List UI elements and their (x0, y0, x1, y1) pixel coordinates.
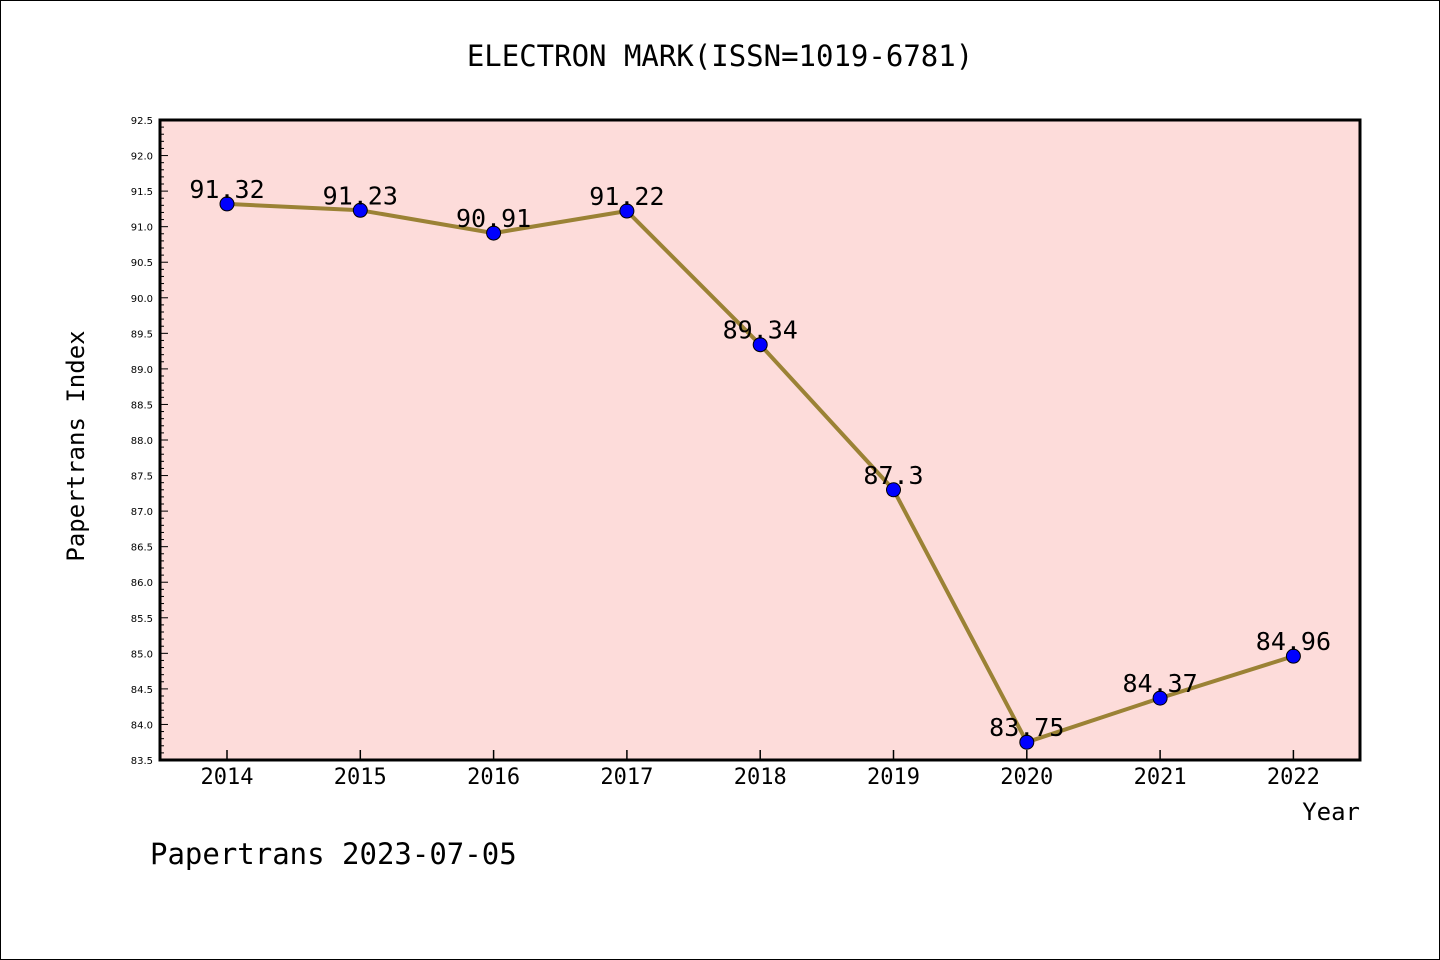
x-tick-label: 2014 (201, 765, 254, 790)
data-point (1019, 734, 1035, 750)
data-labels: 91.32 91.23 90.91 91.22 89.34 87.3 83.75 84.37 8… (189, 175, 1331, 742)
y-tick-label: 86.5 (131, 543, 153, 554)
y-tick-label: 83.5 (131, 756, 153, 767)
x-axis-label: Year (1302, 798, 1360, 826)
data-points (219, 196, 1301, 750)
y-tick-label: 92.5 (131, 116, 153, 127)
y-tick-label: 88.5 (131, 400, 153, 411)
data-label: 90.91 (456, 204, 531, 233)
y-tick-label: 91.0 (131, 223, 153, 234)
x-tick-label: 2021 (1134, 765, 1187, 790)
y-tick-label: 88.0 (131, 436, 153, 447)
x-tick-label: 2020 (1000, 765, 1053, 790)
y-tick-label: 89.5 (131, 329, 153, 340)
chart-title: ELECTRON MARK(ISSN=1019-6781) (467, 39, 973, 73)
y-axis-label: Papertrans Index (62, 330, 90, 561)
x-tick-label: 2018 (734, 765, 787, 790)
data-point (619, 203, 635, 219)
y-tick-label: 84.0 (131, 720, 153, 731)
x-axis-ticks: 2014 2015 2016 2017 2018 2019 2020 2021 2022 (201, 750, 1320, 790)
data-label: 84.96 (1256, 627, 1331, 656)
data-point (886, 482, 901, 498)
y-tick-label: 87.5 (131, 472, 153, 483)
data-label: 84.37 (1122, 669, 1197, 698)
x-tick-label: 2022 (1267, 765, 1320, 790)
data-label: 91.22 (589, 182, 664, 211)
x-tick-label: 2016 (467, 765, 520, 790)
y-tick-label: 84.5 (131, 685, 153, 696)
y-axis-ticks: 83.5 84.0 84.5 85.0 85.5 86.0 86.5 87.0 87.5 88.0… (131, 116, 168, 767)
y-tick-label: 91.5 (131, 187, 153, 198)
data-point (1152, 690, 1168, 706)
x-tick-label: 2019 (867, 765, 920, 790)
y-tick-label: 85.0 (131, 649, 153, 660)
y-tick-label: 92.0 (131, 152, 153, 163)
y-tick-label: 87.0 (131, 507, 153, 518)
data-point (752, 337, 768, 353)
plot-area (158, 118, 1362, 762)
data-point (1285, 648, 1301, 664)
data-point (486, 225, 502, 241)
footer-stamp: Papertrans 2023-07-05 (150, 837, 517, 871)
y-tick-label: 86.0 (131, 578, 153, 589)
data-label: 89.34 (723, 316, 798, 345)
x-tick-label: 2015 (334, 765, 387, 790)
x-tick-label: 2017 (600, 765, 653, 790)
data-label: 83.75 (989, 713, 1064, 742)
y-tick-label: 85.5 (131, 614, 153, 625)
y-tick-label: 89.0 (131, 365, 153, 376)
y-tick-label: 90.5 (131, 258, 153, 269)
y-tick-label: 90.0 (131, 294, 153, 305)
data-point (219, 196, 235, 212)
data-point (352, 202, 368, 218)
data-label: 91.32 (189, 175, 264, 204)
data-label: 91.23 (323, 181, 398, 210)
data-label: 87.3 (863, 461, 923, 490)
